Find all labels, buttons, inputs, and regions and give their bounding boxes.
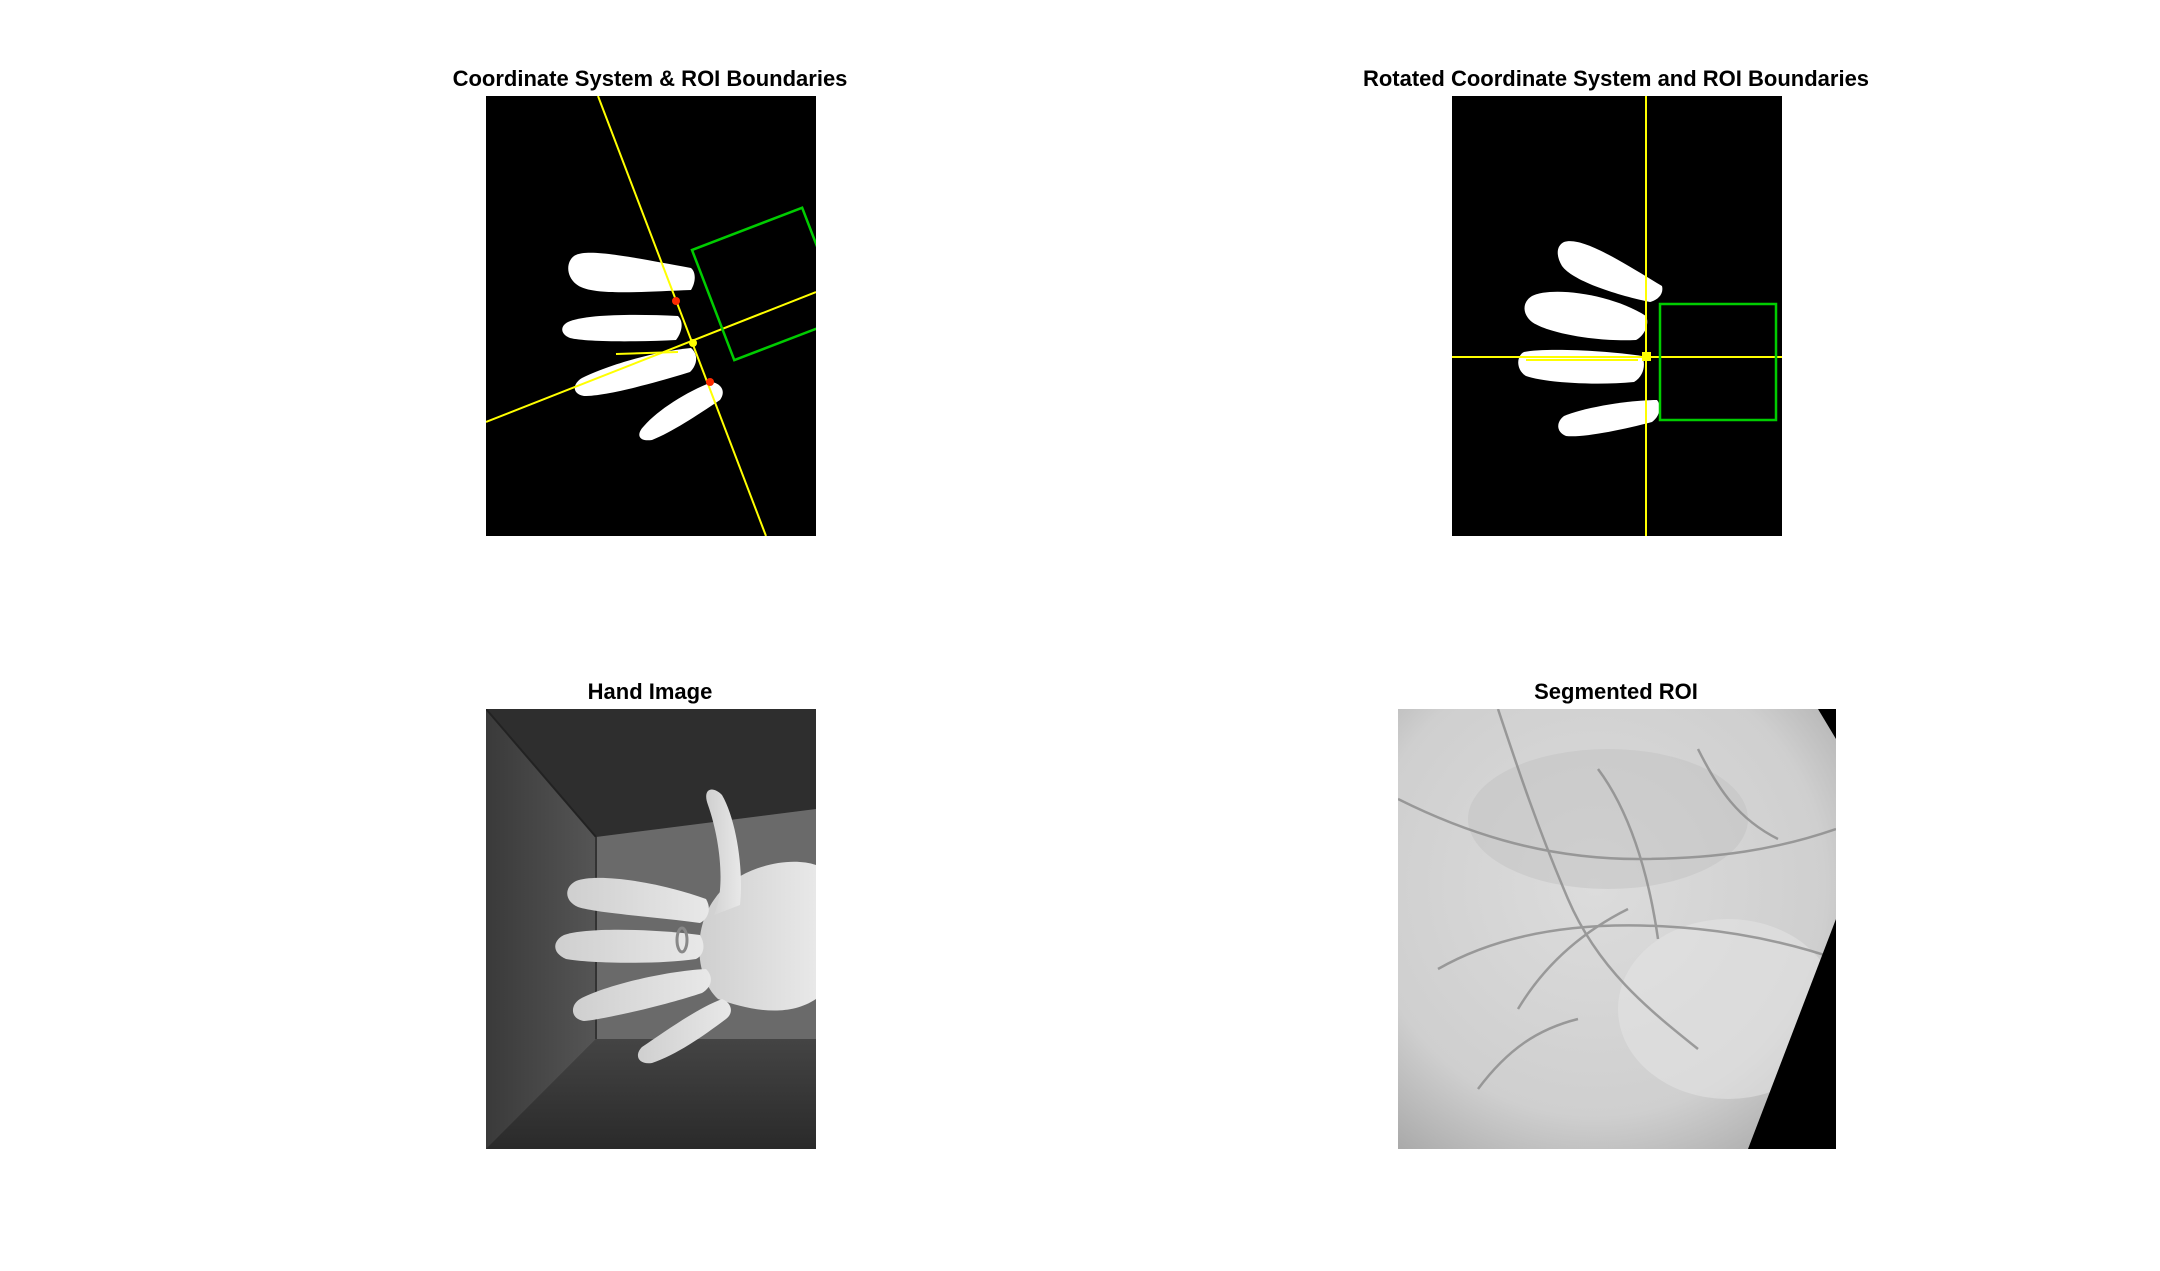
coordinate-axes bbox=[486, 96, 816, 536]
hand-image-panel bbox=[486, 709, 816, 1149]
rotated-coordinate-system-image bbox=[1452, 96, 1782, 536]
keypoint-upper bbox=[672, 297, 680, 305]
horizontal-axis-line bbox=[486, 291, 816, 423]
segmented-roi-panel bbox=[1398, 709, 1836, 1149]
panel-title-segmented-roi: Segmented ROI bbox=[1534, 679, 1698, 704]
binary-hand-mask bbox=[562, 252, 723, 441]
keypoint-lower bbox=[706, 378, 714, 386]
roi-black-corner bbox=[1748, 919, 1836, 1149]
ring bbox=[675, 926, 689, 954]
panel-title-coordinate-system: Coordinate System & ROI Boundaries bbox=[452, 66, 848, 91]
coordinate-system-image bbox=[486, 96, 816, 536]
vertical-axis-line bbox=[597, 96, 767, 536]
origin-point bbox=[689, 339, 697, 347]
rotated-coordinate-axes bbox=[1452, 96, 1782, 536]
roi-boundary-box bbox=[690, 206, 816, 362]
segmented-roi-image bbox=[1398, 709, 1836, 1149]
rotated-roi-boundary-box bbox=[1658, 302, 1778, 422]
rotated-coordinate-system-panel bbox=[1452, 96, 1782, 536]
hand-photo bbox=[486, 709, 816, 1149]
coordinate-system-panel bbox=[486, 96, 816, 536]
rotated-origin-point bbox=[1642, 352, 1651, 361]
panel-title-rotated-coordinate-system: Rotated Coordinate System and ROI Bounda… bbox=[1362, 66, 1870, 91]
palm-creases bbox=[1398, 709, 1836, 1090]
hand-silhouette bbox=[555, 789, 816, 1064]
rotated-binary-hand-mask bbox=[1518, 241, 1663, 437]
panel-title-hand-image: Hand Image bbox=[587, 679, 713, 704]
